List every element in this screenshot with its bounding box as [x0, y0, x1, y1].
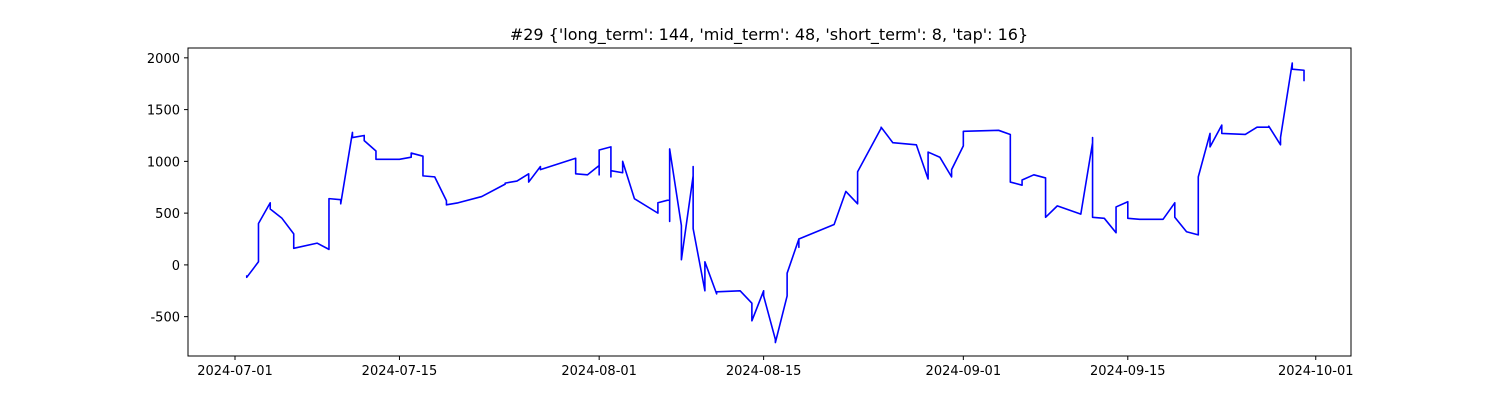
- x-tick-label: 2024-10-01: [1278, 364, 1354, 379]
- x-tick-label: 2024-07-01: [197, 364, 273, 379]
- y-tick-label: 1000: [147, 155, 180, 170]
- y-tick-label: 1500: [147, 104, 180, 119]
- x-tick-label: 2024-09-15: [1090, 364, 1166, 379]
- x-tick-label: 2024-08-01: [561, 364, 637, 379]
- plot-frame: [187, 47, 1352, 357]
- x-tick-label: 2024-08-15: [726, 364, 802, 379]
- data-line: [245, 62, 1305, 344]
- x-tick-label: 2024-09-01: [926, 364, 1002, 379]
- y-tick-label: 0: [172, 259, 180, 274]
- y-tick-label: 2000: [147, 52, 180, 67]
- y-tick-label: -500: [150, 311, 180, 326]
- y-tick-label: 500: [155, 207, 180, 222]
- chart-title: #29 {'long_term': 144, 'mid_term': 48, '…: [510, 25, 1028, 45]
- x-tick-label: 2024-07-15: [362, 364, 438, 379]
